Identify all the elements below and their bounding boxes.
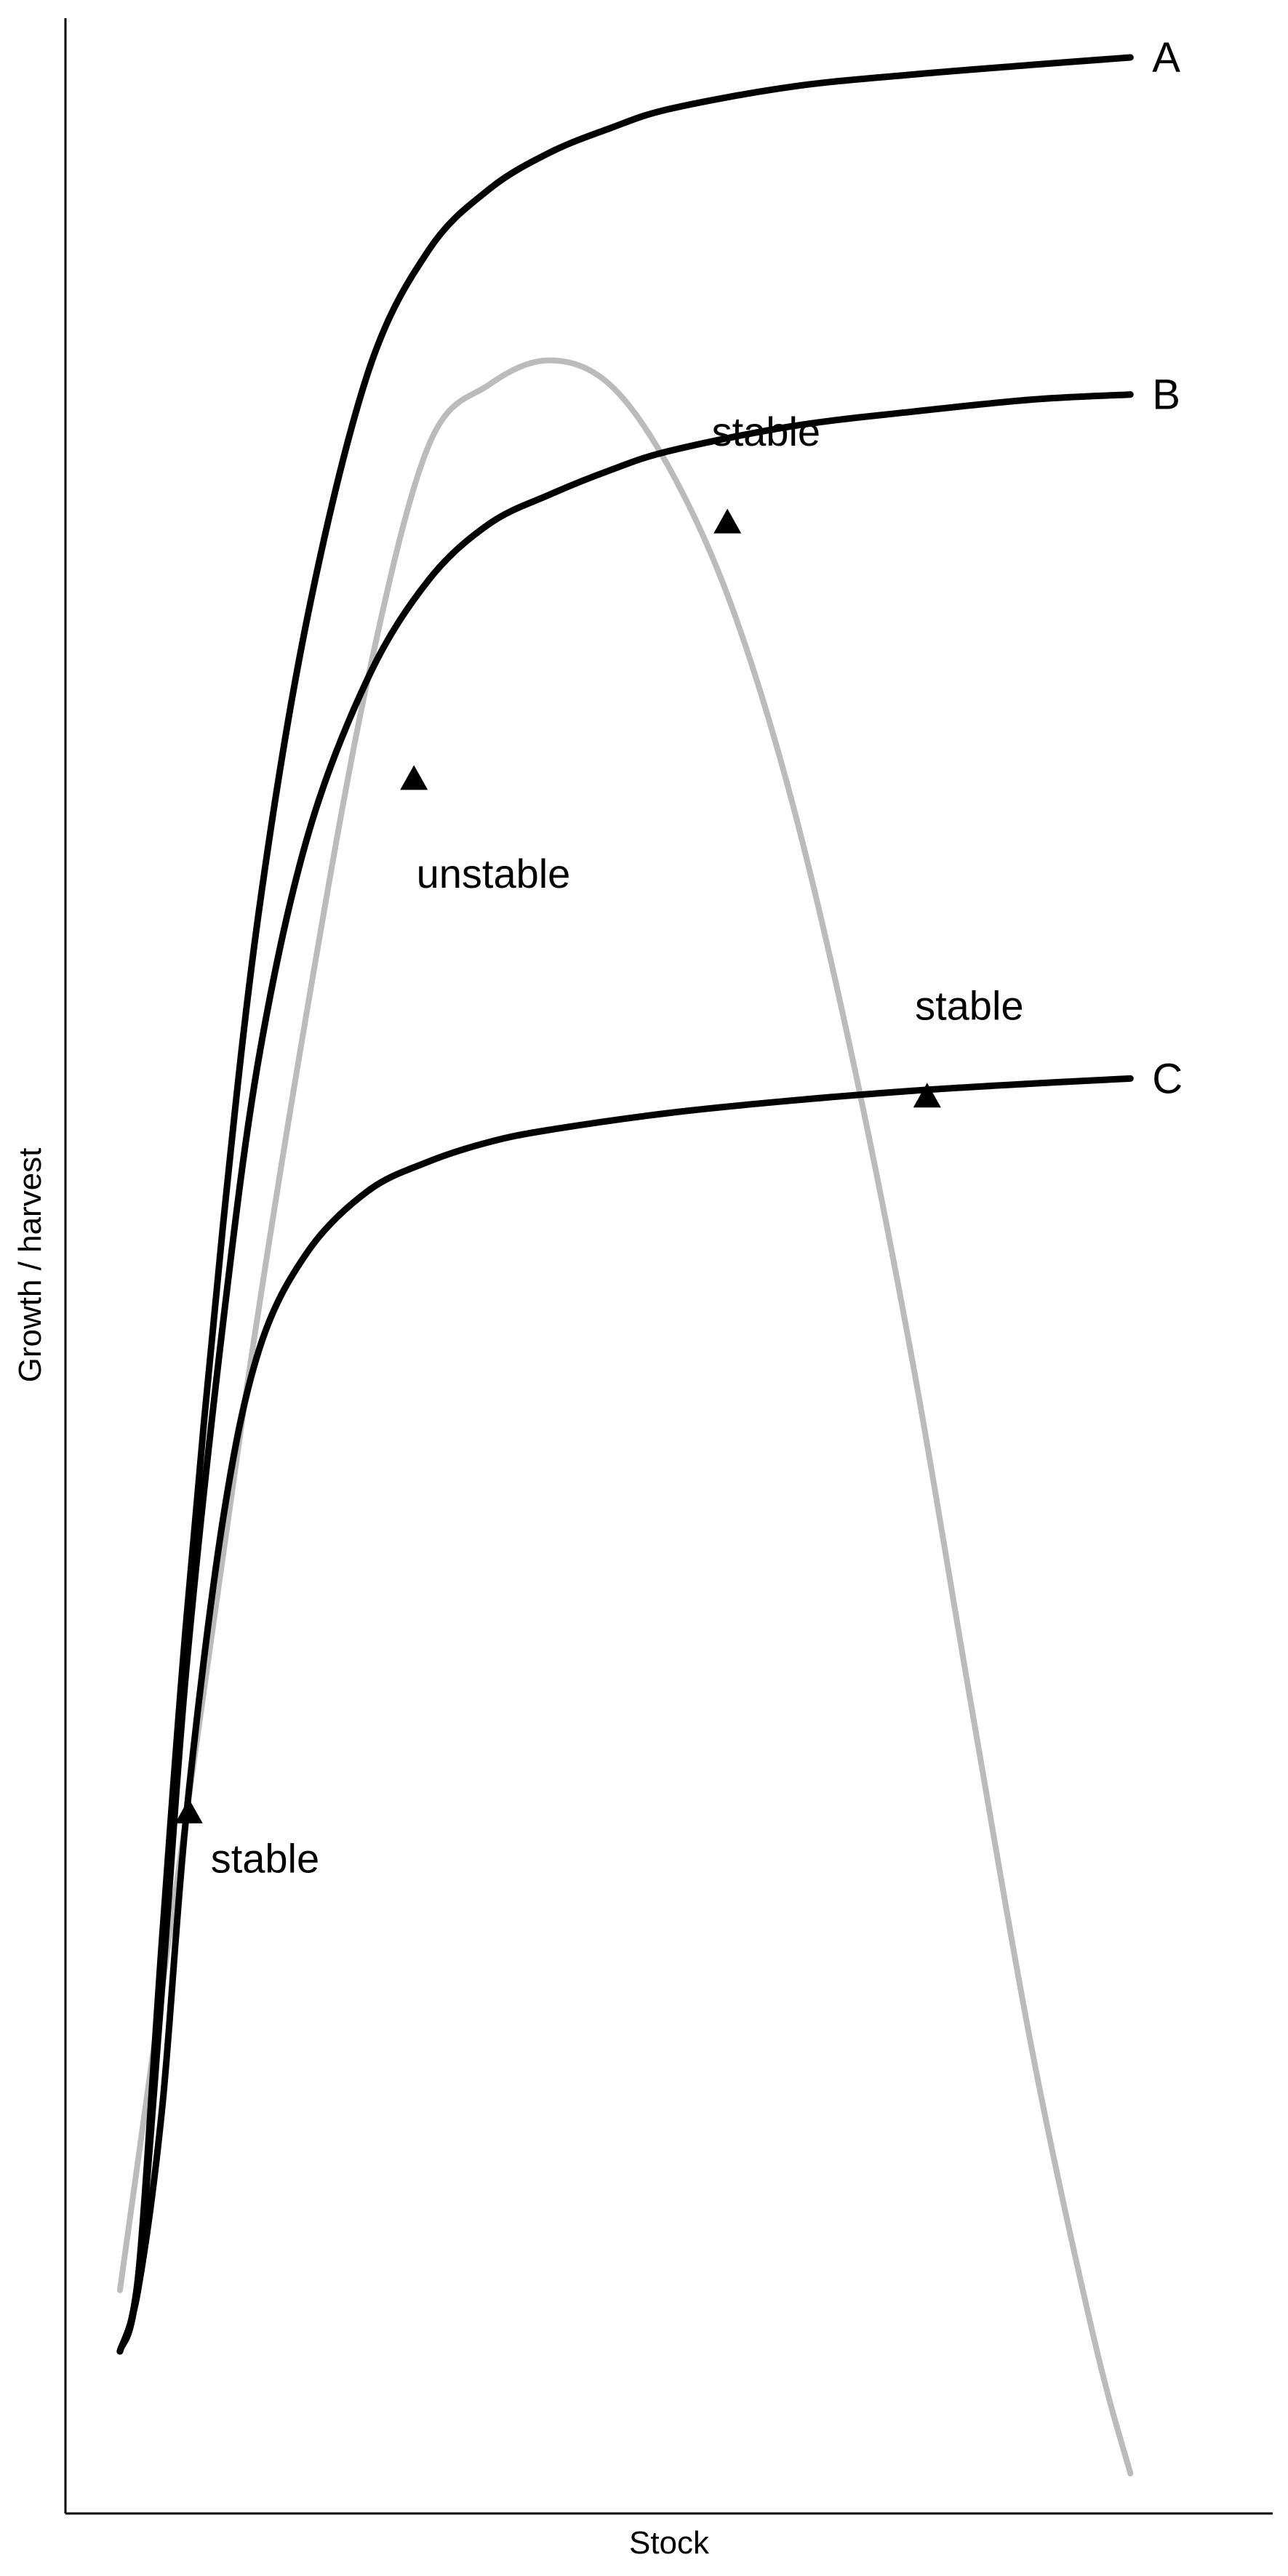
- equilibrium-points-layer: [175, 508, 941, 1823]
- x-axis-label: Stock: [629, 2525, 710, 2561]
- equilibrium-label-1: stable: [211, 1835, 319, 1881]
- equilibrium-label-4: stable: [915, 983, 1023, 1029]
- y-axis-label: Growth / harvest: [12, 1148, 48, 1383]
- series-a-line: [116, 54, 1134, 2355]
- equilibrium-label-2: unstable: [417, 851, 571, 896]
- curves-layer: [116, 54, 1134, 2476]
- series-c-label: C: [1152, 1055, 1183, 1102]
- equilibrium-marker-1: [175, 1798, 203, 1823]
- growth-curve-line: [116, 357, 1134, 2476]
- equilibrium-marker-3: [713, 508, 742, 534]
- series-b-line: [116, 391, 1134, 2355]
- equilibrium-label-3: stable: [712, 409, 820, 454]
- series-c-line: [116, 1075, 1134, 2355]
- series-b-label: B: [1152, 372, 1180, 419]
- series-a-label: A: [1152, 34, 1180, 81]
- equilibrium-marker-4: [913, 1083, 941, 1108]
- equilibrium-marker-2: [400, 765, 428, 790]
